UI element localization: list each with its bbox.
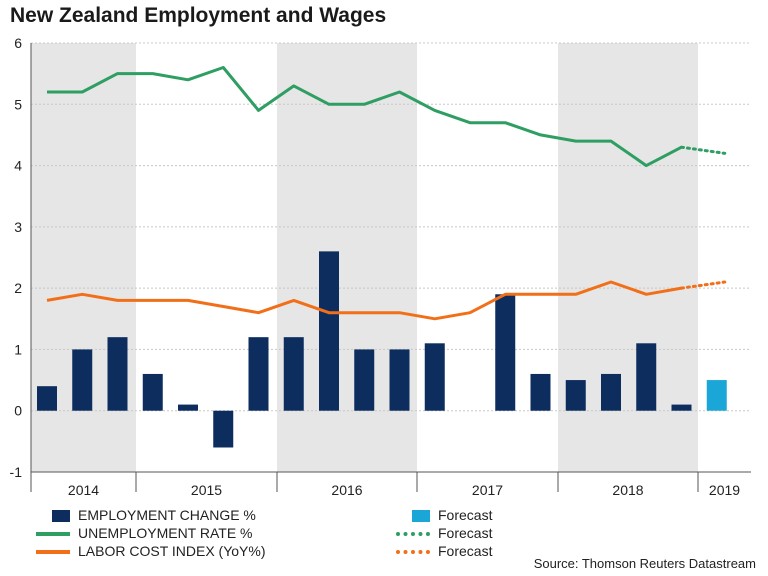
bar-employment-2014Q2 [107, 337, 128, 411]
bar-employment-2014Q1 [72, 349, 93, 411]
bar-employment-2017Q4 [601, 373, 621, 411]
bar-employment-2018Q2 [671, 404, 692, 411]
legend-label-labor-cost: LABOR COST INDEX (YoY%) [78, 543, 266, 559]
bar-employment-2018Q1 [636, 343, 657, 411]
legend-swatch-labor-cost [36, 550, 70, 555]
y-tick-label-3: 3 [14, 219, 22, 235]
legend-item-employment-forecast: Forecast [412, 506, 492, 524]
x-tick-label-2015: 2015 [191, 482, 222, 498]
x-tick-label-2014: 2014 [68, 482, 99, 498]
legend-item-unemployment: UNEMPLOYMENT RATE % [36, 524, 253, 542]
bar-employment-2013Q4 [37, 386, 57, 411]
legend-swatch-unemployment [36, 532, 70, 537]
legend-item-labor-cost-forecast: Forecast [396, 542, 492, 560]
legend-label-unemployment-forecast: Forecast [438, 525, 493, 541]
legend-item-employment: EMPLOYMENT CHANGE % [52, 506, 256, 524]
legend-swatch-labor-cost-forecast [396, 550, 430, 555]
legend-item-labor-cost: LABOR COST INDEX (YoY%) [36, 542, 266, 560]
bar-employment-forecast [706, 380, 727, 411]
chart-title: New Zealand Employment and Wages [10, 4, 387, 27]
legend-label-employment: EMPLOYMENT CHANGE % [78, 507, 256, 523]
bar-employment-2016Q2 [389, 349, 410, 411]
y-tick-label-6: 6 [14, 35, 22, 51]
x-tick-label-2019: 2019 [709, 482, 740, 498]
x-tick-label-2017: 2017 [472, 482, 503, 498]
bar-employment-2014Q4 [178, 404, 198, 411]
x-tick-label-2016: 2016 [331, 482, 362, 498]
source-note: Source: Thomson Reuters Datastream [533, 556, 756, 571]
legend-label-unemployment: UNEMPLOYMENT RATE % [78, 525, 253, 541]
y-tick-label-1: 1 [14, 341, 22, 357]
bar-employment-2015Q3 [283, 337, 304, 411]
legend-swatch-employment [52, 510, 70, 523]
line-labor-cost [46, 280, 682, 321]
x-tick-label-2018: 2018 [612, 482, 643, 498]
line-unemployment [47, 66, 683, 168]
legend-item-unemployment-forecast: Forecast [396, 524, 492, 542]
line-unemployment-forecast [680, 145, 727, 155]
y-tick-label-0: 0 [14, 403, 22, 419]
legend-label-employment-forecast: Forecast [438, 507, 493, 523]
y-tick-label-4: 4 [14, 158, 22, 174]
legend-swatch-employment-forecast [412, 510, 430, 523]
bar-employment-2015Q1 [213, 410, 234, 448]
legend-swatch-unemployment-forecast [396, 532, 430, 537]
bar-employment-2016Q3 [424, 343, 445, 411]
chart-plot: -1 0 1 2 3 4 5 6 2014 2015 2016 2017 2018 2019 [10, 35, 751, 498]
bar-employment-2017Q2 [530, 373, 551, 411]
bar-employment-2017Q1 [495, 294, 516, 411]
legend-label-labor-cost-forecast: Forecast [438, 543, 493, 559]
legend: EMPLOYMENT CHANGE % UNEMPLOYMENT RATE % … [0, 504, 768, 564]
line-labor-cost-forecast [680, 280, 727, 290]
y-tick-label--1: -1 [10, 464, 23, 480]
bar-employment-2015Q2 [248, 337, 269, 411]
bar-employment-2016Q1 [354, 349, 375, 411]
bar-employment-2015Q4 [319, 251, 339, 411]
bar-employment-2014Q3 [142, 373, 163, 411]
y-tick-label-5: 5 [14, 96, 22, 112]
bar-employment-2017Q3 [565, 380, 586, 411]
y-tick-label-2: 2 [14, 280, 22, 296]
